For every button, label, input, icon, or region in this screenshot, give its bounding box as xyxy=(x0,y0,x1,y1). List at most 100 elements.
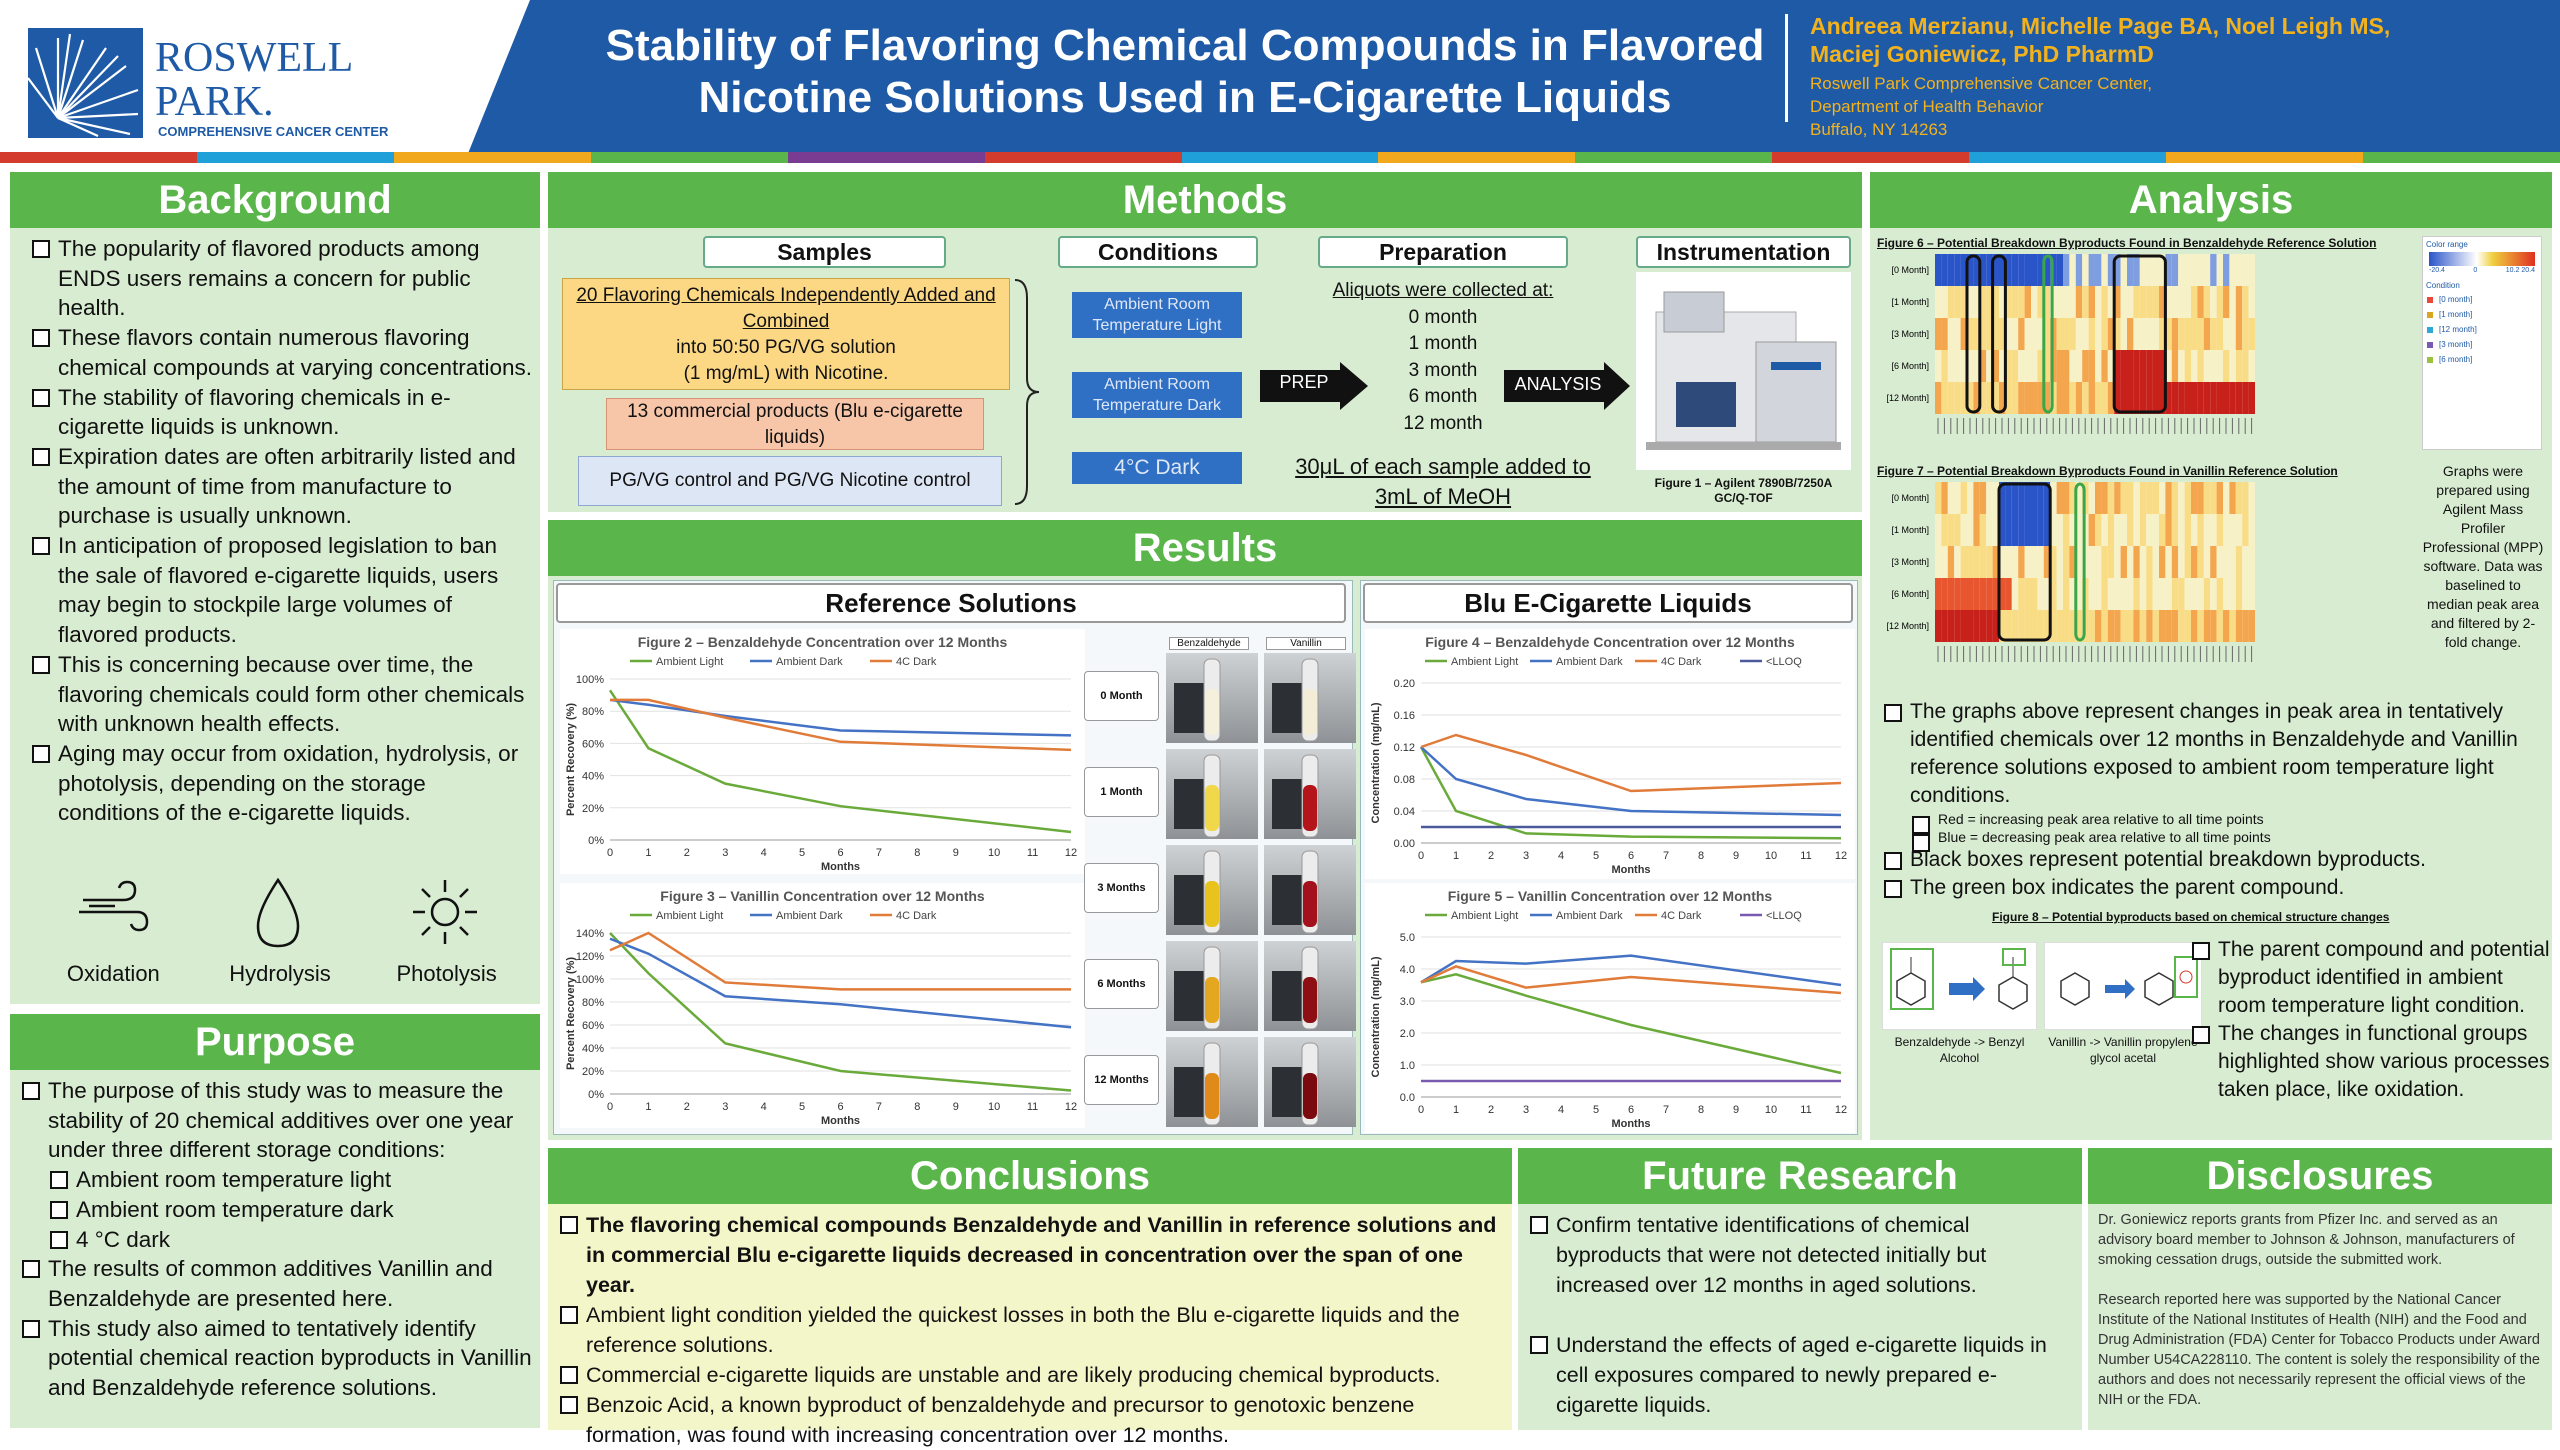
sample-commercial-box: 13 commercial products (Blu e-cigarette … xyxy=(606,398,984,450)
legend-label: Ambient Light xyxy=(656,910,723,922)
heatmap-row-label: [12 Month] xyxy=(1886,393,1929,403)
heatmap-cell xyxy=(1960,546,1967,578)
heatmap-cell xyxy=(2152,350,2159,382)
heatmap-cell xyxy=(2024,546,2031,578)
x-tick-label: 8 xyxy=(1698,850,1704,862)
heatmap-cell xyxy=(2056,350,2063,382)
series-line xyxy=(609,931,1071,991)
legend-label: Ambient Light xyxy=(656,656,723,668)
heatmap-cell xyxy=(1979,382,1987,414)
parent-compound-box xyxy=(2042,254,2054,414)
heatmap-cell xyxy=(2005,482,2012,514)
heatmap-cell xyxy=(1947,318,1955,350)
parent-compound-box xyxy=(2074,482,2086,642)
heatmap-cell xyxy=(1941,514,1948,546)
heatmap-cell xyxy=(2050,514,2057,546)
heatmap-cell xyxy=(2088,350,2095,382)
heatmap-cell xyxy=(2139,482,2147,514)
heatmap-row-label: [0 Month] xyxy=(1891,493,1929,503)
heatmap-cell xyxy=(2146,578,2153,610)
heatmap-cell xyxy=(2088,546,2095,578)
heatmap-cell xyxy=(1935,482,1942,514)
photo-col-vanillin: Vanillin xyxy=(1266,637,1346,650)
condition-label: [1 month] xyxy=(2439,310,2473,319)
heatmap-cell xyxy=(2191,318,2198,350)
x-tick-label: 4 xyxy=(1558,850,1564,862)
vial-photo xyxy=(1264,653,1356,743)
benzaldehyde-structure-image xyxy=(1882,942,2037,1030)
x-tick-label: 1 xyxy=(645,1101,651,1113)
heatmap-cell xyxy=(1973,578,1980,610)
x-tick-label: 9 xyxy=(1733,850,1739,862)
heatmap-cell xyxy=(2159,546,2166,578)
vial-photo xyxy=(1264,1037,1356,1127)
heatmap-cell xyxy=(1967,610,1974,642)
heatmap-row-label: [6 Month] xyxy=(1891,589,1929,599)
heatmap-cell xyxy=(2235,318,2243,350)
heatmap-cell xyxy=(2171,350,2179,382)
heatmap-cell xyxy=(2139,382,2147,414)
heatmap-cell xyxy=(2242,254,2249,286)
bullet-item: Confirm tentative identifications of che… xyxy=(1526,1210,2076,1300)
heatmap-cell xyxy=(2043,286,2051,318)
series-line xyxy=(1420,973,1842,1075)
stripe-segment xyxy=(984,152,1182,163)
heatmap-cell xyxy=(1979,514,1987,546)
heatmap-cell xyxy=(2248,514,2255,546)
heatmap-cell xyxy=(2165,482,2172,514)
logo-burst-icon xyxy=(27,28,143,138)
heatmap-cell xyxy=(2101,578,2108,610)
heatmap-cell xyxy=(2024,286,2031,318)
heatmap-cell xyxy=(2133,382,2140,414)
heatmap-cell xyxy=(1960,286,1967,318)
heatmap-cell xyxy=(2242,350,2249,382)
heatmap-cell xyxy=(2011,350,2019,382)
vial-photo xyxy=(1264,941,1356,1031)
y-axis-label: Percent Recovery (%) xyxy=(565,703,577,816)
bullet-item: 4 °C dark xyxy=(18,1225,533,1255)
heatmap-cell xyxy=(2197,578,2204,610)
heatmap-cell xyxy=(2018,382,2025,414)
heatmap-cell xyxy=(2133,318,2140,350)
heatmap-cell xyxy=(2095,546,2102,578)
heatmap-cell xyxy=(1979,286,1987,318)
chart-background xyxy=(560,883,1085,1128)
x-tick-label: 1 xyxy=(1453,1104,1459,1116)
heatmap-cell xyxy=(2210,350,2217,382)
condition-label: [0 month] xyxy=(2439,295,2473,304)
heatmap-cell xyxy=(2152,254,2159,286)
x-tick-label: 10 xyxy=(1765,850,1777,862)
vial-photo xyxy=(1166,941,1258,1031)
x-tick-label: 10 xyxy=(988,847,1000,859)
x-tick-label: 11 xyxy=(1800,1104,1811,1116)
heatmap-cell xyxy=(2075,482,2083,514)
x-tick-label: 10 xyxy=(988,1101,1000,1113)
x-tick-label: 2 xyxy=(684,847,690,859)
heatmap-cell xyxy=(2075,610,2083,642)
heatmap-cell xyxy=(2031,254,2038,286)
heatmap-cell xyxy=(2203,318,2211,350)
legend-label: <LLOQ xyxy=(1766,910,1802,922)
vial-photo-grid: 0 Month 1 Month 3 Months 6 Months 12 Months xyxy=(1084,653,1356,1131)
heatmap-cell xyxy=(1986,350,1993,382)
heatmap-cell xyxy=(1941,382,1948,414)
heatmap-cell xyxy=(2127,382,2134,414)
bullet-item: Ambient light condition yielded the quic… xyxy=(556,1300,1506,1360)
heatmap-cell xyxy=(2107,546,2115,578)
heatmap-cell xyxy=(1941,482,1948,514)
heatmap-cell xyxy=(1986,610,1993,642)
heatmap-cell xyxy=(2050,482,2057,514)
heatmap-cell xyxy=(2165,382,2172,414)
heatmap-cell xyxy=(2043,610,2051,642)
bullet-item: The green box indicates the parent compo… xyxy=(1880,874,2540,902)
analysis-arrow-label: ANALYSIS xyxy=(1514,374,1602,394)
heatmap-cell xyxy=(2088,254,2095,286)
x-tick-label: 9 xyxy=(1733,1104,1739,1116)
series-line xyxy=(1419,746,1842,840)
heatmap-cell xyxy=(2120,350,2127,382)
future-research-heading: Future Research xyxy=(1518,1148,2082,1204)
heatmap-cell xyxy=(2024,254,2031,286)
heatmap-cell xyxy=(2203,350,2211,382)
heatmap-cell xyxy=(2069,350,2076,382)
heatmap-cell xyxy=(2075,578,2083,610)
